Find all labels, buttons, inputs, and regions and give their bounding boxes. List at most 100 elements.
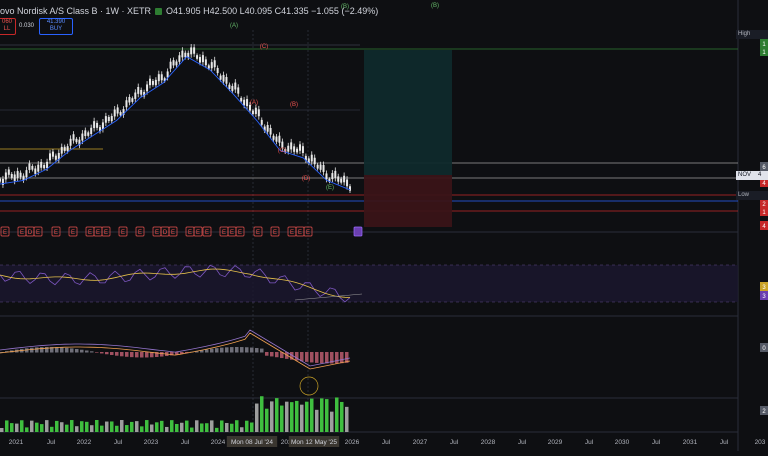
macd-histogram-bar: [120, 352, 124, 357]
price-tag-label: 1: [762, 210, 766, 216]
volume-bar: [90, 425, 94, 432]
macd-line: [0, 329, 351, 367]
wave-label: (B): [341, 4, 349, 10]
price-candle-body: [10, 173, 13, 178]
price-candle-body: [72, 134, 75, 141]
sell-button[interactable]: 060 LL: [0, 18, 16, 35]
volume-bar: [40, 424, 44, 432]
macd-histogram-bar: [250, 347, 254, 353]
volume-bar: [265, 408, 269, 432]
volume-bar: [335, 397, 339, 432]
price-candle-body: [296, 148, 299, 153]
wave-label: (A): [230, 23, 238, 29]
macd-histogram-bar: [270, 352, 274, 357]
price-candle-body: [196, 55, 199, 59]
price-candle-body: [307, 158, 310, 164]
macd-histogram-bar: [290, 352, 294, 360]
price-candle-body: [128, 97, 131, 103]
price-candle-body: [140, 89, 143, 95]
time-axis-label: Jul: [181, 439, 190, 446]
price-candle-body: [25, 170, 28, 177]
volume-bar: [115, 425, 119, 432]
macd-histogram-bar: [85, 350, 89, 353]
symbol-title[interactable]: ovo Nordisk A/S Class B · 1W · XETR: [0, 6, 152, 16]
price-candle-body: [269, 127, 272, 135]
volume-bar: [180, 422, 184, 432]
volume-bar: [215, 427, 219, 432]
volume-bar: [70, 420, 74, 432]
event-marker-label: E: [273, 230, 277, 236]
time-axis-label: 2029: [548, 439, 563, 446]
macd-histogram-bar: [310, 352, 314, 363]
price-tag: [760, 47, 768, 56]
event-marker-label: E: [71, 230, 75, 236]
volume-bar: [50, 426, 54, 432]
price-tag-label: 2: [762, 409, 766, 415]
macd-histogram-bar: [280, 352, 284, 359]
price-candle-body: [19, 172, 22, 178]
price-candle-body: [169, 61, 172, 69]
macd-histogram-bar: [155, 352, 159, 357]
event-marker: [270, 226, 280, 237]
volume-bar: [105, 421, 109, 432]
price-tag: [760, 221, 768, 230]
signal-line: [0, 332, 351, 370]
price-candle-body: [334, 170, 337, 178]
macd-histogram-bar: [145, 352, 149, 358]
price-candle-body: [281, 141, 284, 148]
macd-highlight-circle: [299, 376, 319, 396]
price-candle-body: [328, 178, 331, 182]
macd-histogram-bar: [205, 349, 209, 353]
event-marker-label: E: [196, 230, 200, 236]
long-position-tool: [364, 50, 452, 227]
volume-bar: [310, 398, 314, 432]
sell-label: LL: [3, 26, 11, 32]
volume-bar: [0, 428, 4, 432]
macd-histogram-bar: [130, 352, 134, 358]
price-candle-body: [157, 74, 160, 82]
market-open-icon: [155, 7, 163, 15]
macd-histogram-bar: [195, 350, 199, 353]
price-candle-body: [290, 142, 293, 150]
sell-price: 060: [1, 19, 12, 25]
price-candle-body: [243, 99, 246, 106]
volume-bar: [210, 420, 214, 432]
volume-bar: [95, 420, 99, 432]
price-tag-label: 4: [762, 224, 766, 230]
macd-histogram-bar: [60, 347, 64, 353]
price-tag: [760, 291, 768, 300]
volume-bar: [170, 420, 174, 432]
macd-histogram-bar: [215, 348, 219, 353]
volume-bar: [10, 423, 14, 432]
volume-bar: [300, 404, 304, 432]
volume-bar: [80, 421, 84, 432]
time-axis-label: Jul: [652, 439, 661, 446]
macd-histogram-bar: [25, 348, 29, 353]
time-axis-label: 2030: [615, 439, 630, 446]
macd-histogram-bar: [210, 348, 214, 353]
time-axis-label: Jul: [450, 439, 459, 446]
event-marker-label: E: [54, 230, 58, 236]
price-tag: [760, 343, 768, 352]
volume-bar: [130, 421, 134, 432]
price-candle-body: [16, 171, 19, 178]
volume-bar: [325, 399, 329, 432]
price-candle-body: [172, 60, 175, 66]
volume-bar: [160, 420, 164, 432]
symbol-price-value: 4: [756, 171, 768, 180]
price-tag: [760, 162, 768, 171]
price-candle-body: [263, 126, 266, 131]
price-candle-body: [251, 110, 254, 115]
price-candle-body: [116, 107, 119, 114]
price-candle-body: [49, 153, 51, 161]
buy-button[interactable]: 41.390 BUY: [39, 18, 73, 35]
macd-histogram-bar: [320, 352, 324, 364]
price-tag-label: 6: [762, 165, 766, 171]
event-marker-label: D: [163, 230, 168, 236]
macd-histogram-bar: [30, 347, 34, 353]
event-marker: [68, 226, 78, 237]
volume-bar: [275, 398, 279, 432]
event-marker-label: E: [230, 230, 234, 236]
